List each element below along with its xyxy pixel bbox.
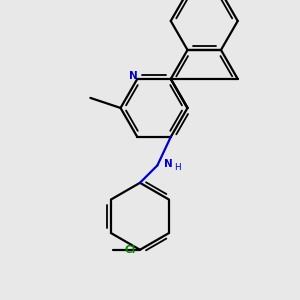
Text: N: N: [129, 71, 138, 81]
Text: Cl: Cl: [124, 245, 135, 255]
Text: H: H: [174, 163, 181, 172]
Text: N: N: [164, 159, 173, 169]
